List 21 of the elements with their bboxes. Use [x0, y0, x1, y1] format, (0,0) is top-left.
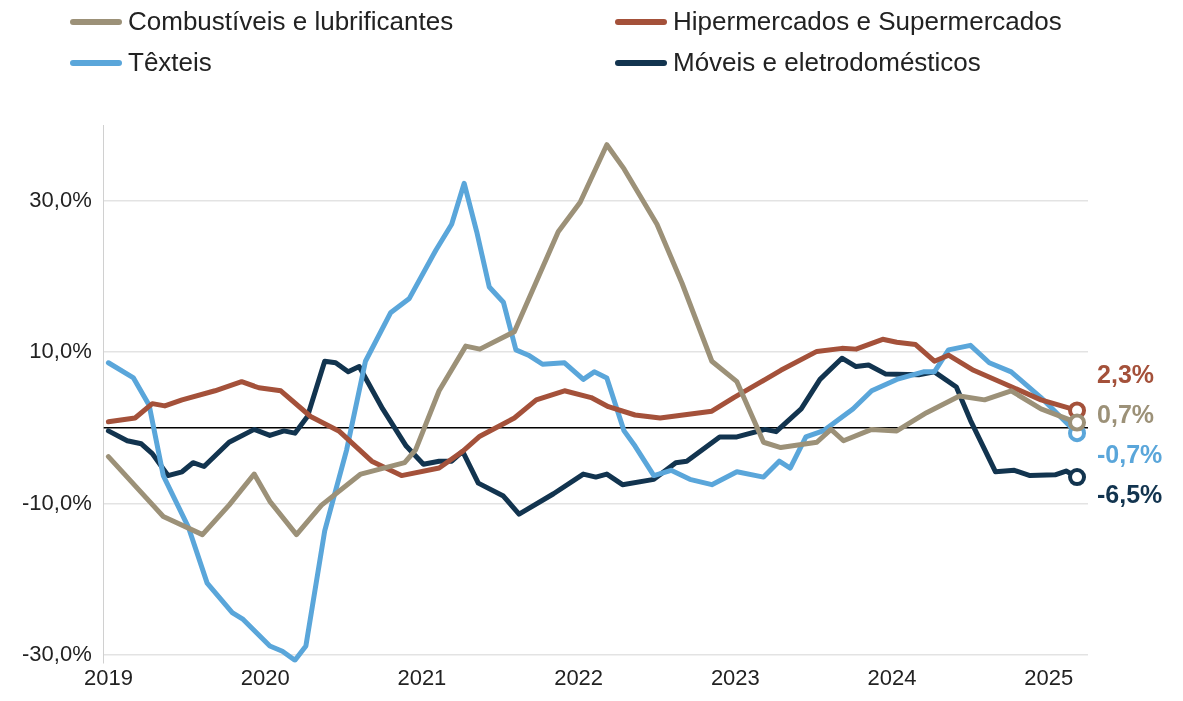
data-label: -0,7% — [1097, 439, 1163, 468]
data-label: 2,3% — [1097, 359, 1155, 388]
legend-label: Têxteis — [128, 47, 212, 78]
x-tick-label: 2021 — [397, 664, 447, 690]
x-tick-label: 2022 — [554, 664, 604, 690]
x-tick-label: 2023 — [710, 664, 760, 690]
data-label: -6,5% — [1097, 479, 1163, 508]
point — [1068, 413, 1087, 432]
legend-label: Móveis e eletrodomésticos — [673, 47, 981, 78]
x-tick-label: 2020 — [240, 664, 290, 690]
x-tick-label: 2025 — [1024, 664, 1074, 690]
point — [1068, 468, 1087, 487]
y-tick-label: -10,0% — [21, 489, 92, 515]
x-tick-label: 2024 — [867, 664, 917, 690]
y-tick-label: 10,0% — [29, 338, 92, 364]
y-tick-label: -30,0% — [21, 641, 92, 667]
legend-label: Combustíveis e lubrificantes — [128, 6, 454, 37]
data-label: 0,7% — [1097, 399, 1155, 428]
y-tick-label: 30,0% — [29, 186, 92, 212]
x-tick-label: 2019 — [83, 664, 133, 690]
legend-label: Hipermercados e Supermercados — [673, 6, 1062, 37]
